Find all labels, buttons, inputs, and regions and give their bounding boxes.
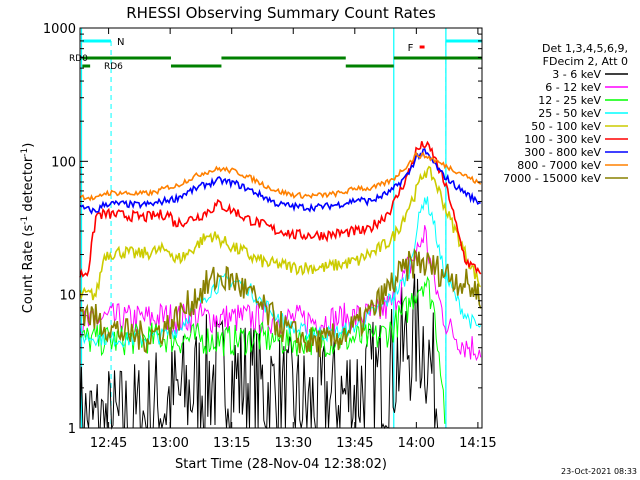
x-tick-label-1: 13:00 [151,436,188,451]
y-tick-label-3: 1000 [43,22,76,37]
legend-label-2: 12 - 25 keV [538,94,601,107]
y-axis: 1 10 100 1000 [43,22,482,437]
x-tick-label-6: 14:15 [459,436,496,451]
y-axis-label-main: Count Rate (s [21,225,36,314]
y-axis-label: Count Rate (s-1 detector-1) [20,143,36,314]
legend: Det 1,3,4,5,6,9,FDecim 2, Att 03 - 6 keV… [503,42,628,185]
series-line-3-6-kev [79,273,441,430]
y-axis-label-mid: detector [21,156,36,216]
x-tick-label-5: 14:00 [398,436,435,451]
y-axis-label-sup2: -1 [20,148,30,157]
chart-title: RHESSI Observing Summary Count Rates [126,4,436,22]
x-axis-label: Start Time (28-Nov-04 12:38:02) [175,457,387,472]
series-layer [79,140,482,430]
legend-label-4: 50 - 100 keV [531,120,601,133]
x-tick-label-4: 13:45 [336,436,373,451]
footer-date: 23-Oct-2021 08:33 [561,467,637,476]
night-label: N [117,37,124,48]
y-tick-label-1: 10 [59,289,76,304]
legend-label-0: 3 - 6 keV [552,68,601,81]
legend-label-7: 800 - 7000 keV [517,159,601,172]
legend-label-5: 100 - 300 keV [524,133,601,146]
legend-label-1: 6 - 12 keV [545,81,601,94]
y-axis-label-sup1: -1 [20,216,30,225]
plot-frame [79,27,483,429]
legend-header-1: FDecim 2, Att 0 [543,55,628,68]
rd0-label: RD0 [69,54,88,64]
y-tick-label-2: 100 [51,155,76,170]
series-line-800-7000-kev [79,151,482,202]
y-axis-label-end: ) [21,143,36,148]
legend-label-3: 25 - 50 keV [538,107,601,120]
x-tick-label-2: 13:15 [213,436,250,451]
rd6-label: RD6 [104,62,123,72]
y-tick-label-0: 1 [68,422,76,437]
series-line-300-800-kev [79,148,481,215]
legend-header-0: Det 1,3,4,5,6,9, [542,42,628,55]
x-tick-label-3: 13:30 [275,436,312,451]
legend-label-8: 7000 - 15000 keV [503,172,601,185]
x-tick-label-0: 12:45 [90,436,127,451]
series-line-50-100-kev [79,165,482,301]
legend-label-6: 300 - 800 keV [524,146,601,159]
flare-label: F [408,43,414,54]
x-axis: 12:45 13:00 13:15 13:30 13:45 14:00 14:15 [90,28,497,451]
series-line-7000-15000-kev [79,248,482,358]
